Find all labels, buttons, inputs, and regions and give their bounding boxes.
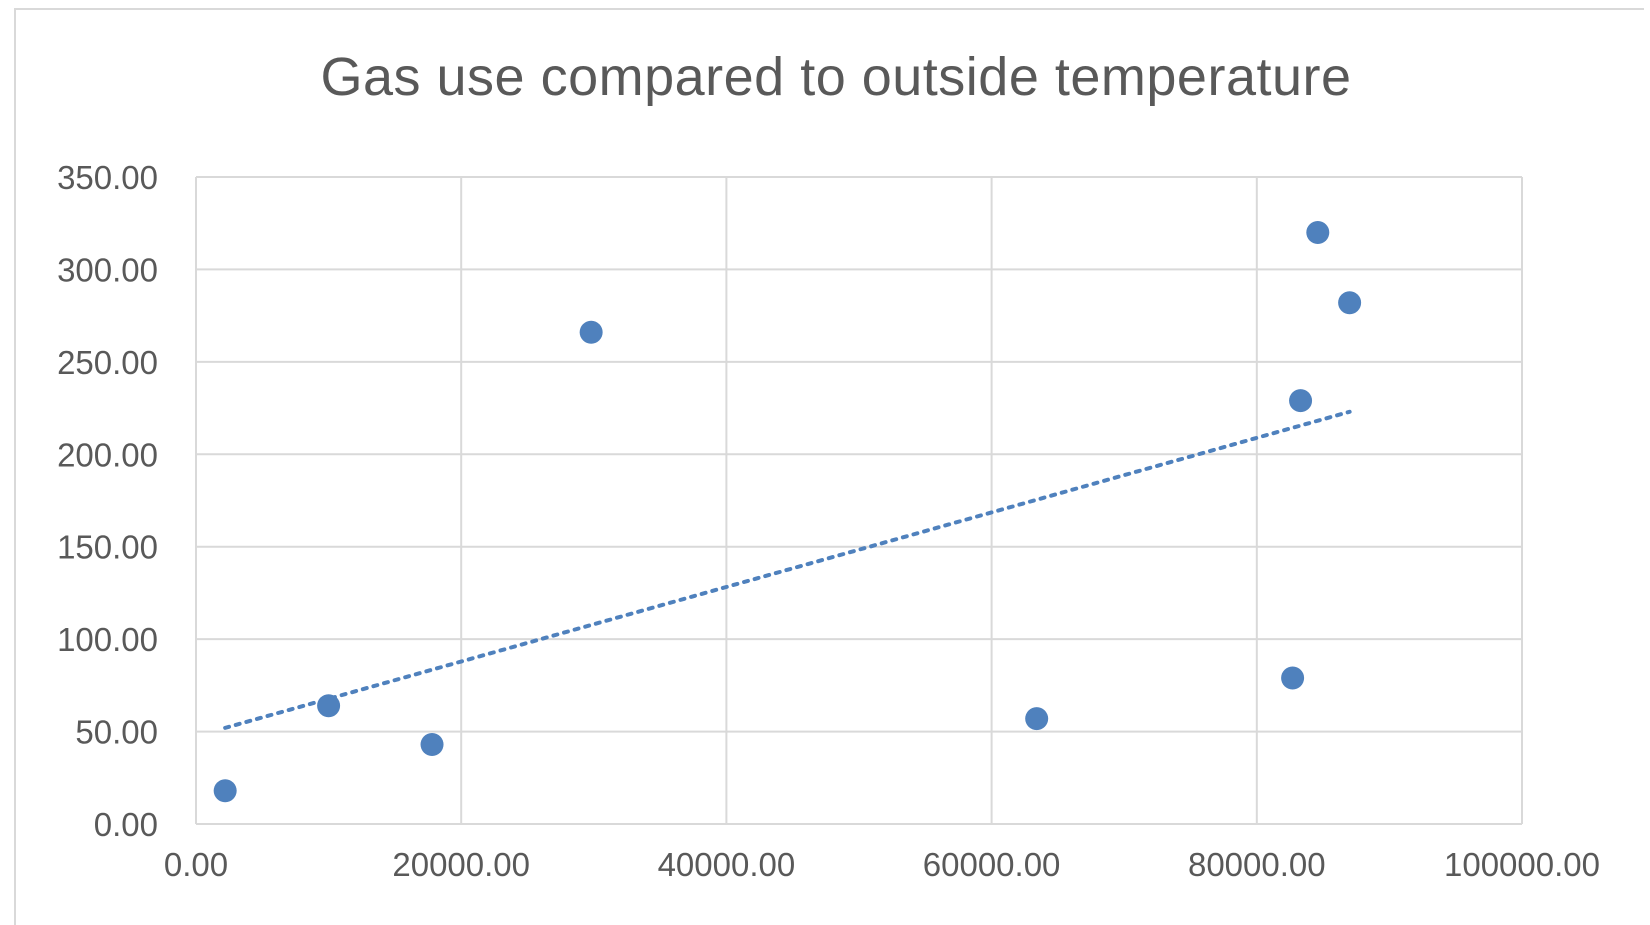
x-tick-label: 20000.00 [392, 846, 530, 883]
y-tick-label: 250.00 [57, 344, 158, 381]
data-point [317, 694, 341, 718]
x-tick-label: 0.00 [164, 846, 228, 883]
data-point [1025, 707, 1049, 731]
chart-title: Gas use compared to outside temperature [320, 47, 1352, 107]
data-point [420, 733, 444, 757]
grid [195, 176, 1523, 825]
y-tick-label: 200.00 [57, 436, 158, 473]
y-tick-label: 350.00 [57, 159, 158, 196]
x-axis-tick-labels: 0.00 20000.00 40000.00 60000.00 80000.00 1000… [164, 846, 1600, 883]
data-point [1289, 389, 1313, 413]
data-point [1338, 291, 1362, 315]
y-tick-label: 100.00 [57, 621, 158, 658]
y-tick-label: 150.00 [57, 529, 158, 566]
data-points [213, 220, 1362, 803]
trendline-group [223, 409, 1352, 730]
x-tick-label: 80000.00 [1188, 846, 1326, 883]
data-point [1306, 220, 1330, 244]
y-axis-tick-labels: 0.00 50.00 100.00 150.00 200.00 250.00 300.00 3… [57, 159, 158, 843]
data-point [579, 320, 603, 344]
y-tick-label: 0.00 [94, 806, 158, 843]
y-tick-label: 50.00 [75, 714, 158, 751]
y-tick-label: 300.00 [57, 251, 158, 288]
x-tick-label: 40000.00 [658, 846, 796, 883]
x-tick-label: 100000.00 [1444, 846, 1600, 883]
chart-frame [14, 8, 1644, 925]
data-point [213, 779, 237, 803]
trendline [223, 409, 1352, 730]
x-tick-label: 60000.00 [923, 846, 1061, 883]
data-point [1281, 666, 1305, 690]
